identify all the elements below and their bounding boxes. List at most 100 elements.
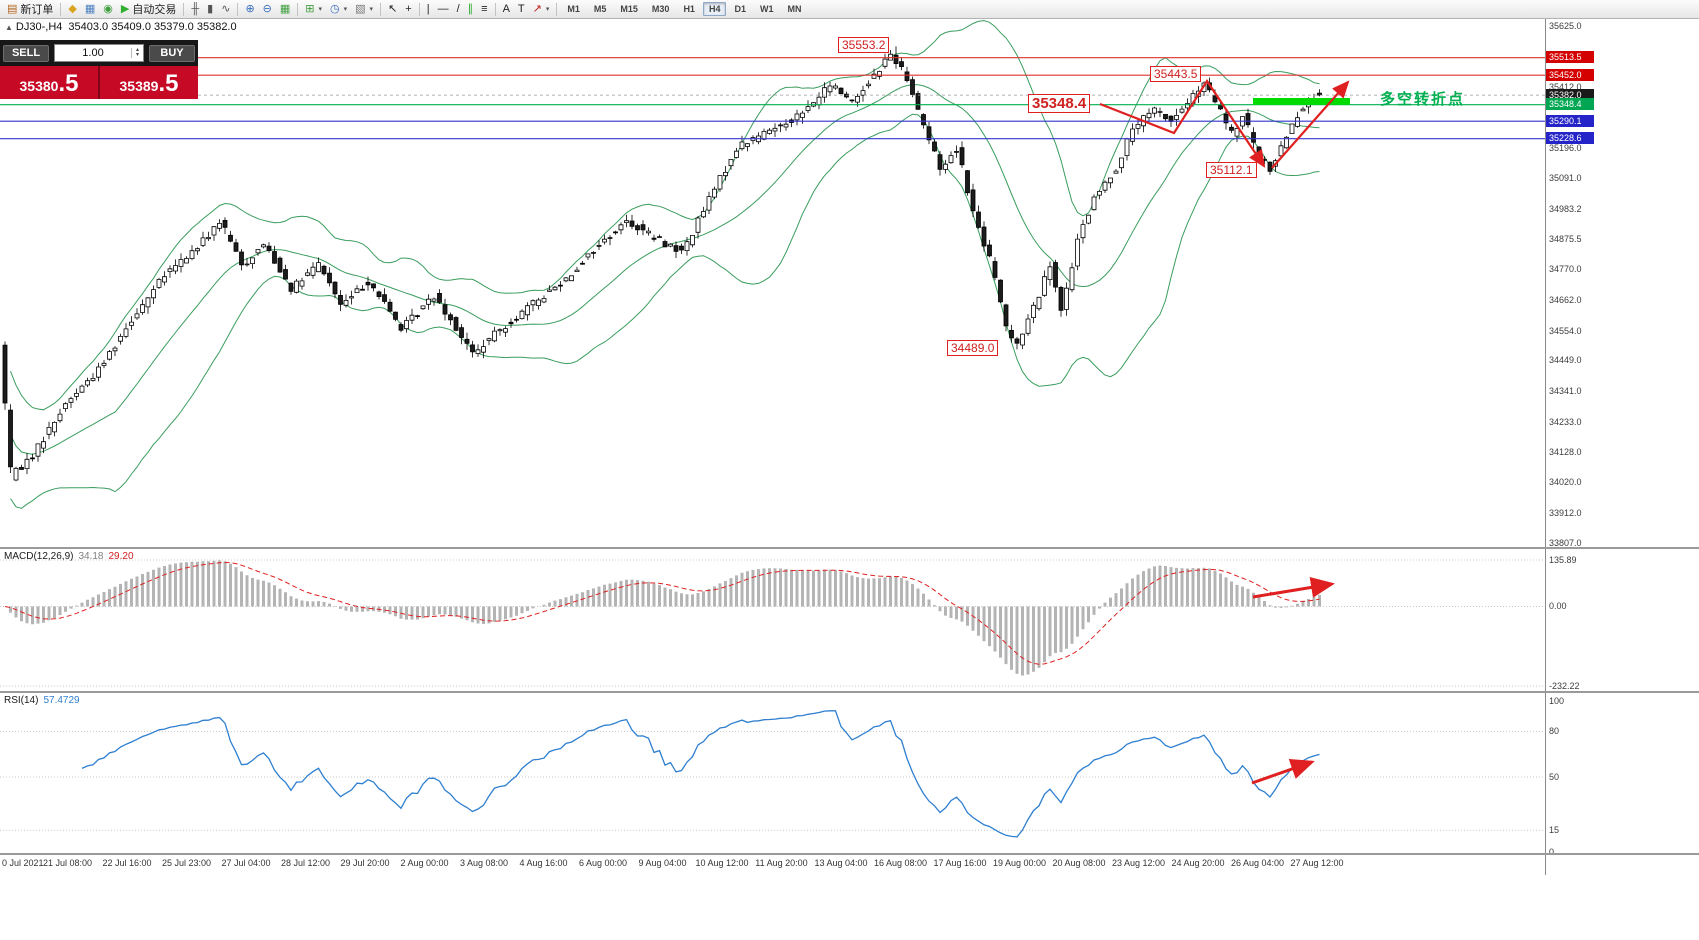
rsi-line (81, 710, 1320, 838)
sell-price-main: 35380 (19, 78, 59, 94)
price-annotation[interactable]: 35553.2 (838, 37, 890, 53)
templates-button[interactable]: ▧ ▾ (351, 1, 377, 17)
timeframe-button-mn[interactable]: MN (787, 4, 802, 14)
dropdown-caret-icon[interactable]: ▾ (369, 6, 374, 13)
line-chart-button[interactable]: ∿ (217, 1, 234, 17)
rsi-axis-label: 100 (1549, 696, 1565, 706)
bull-candles (13, 53, 1317, 481)
price-axis-label: 34233.0 (1549, 416, 1582, 427)
price-annotation[interactable]: 35348.4 (1028, 94, 1091, 113)
dropdown-caret-icon[interactable]: ▾ (318, 6, 323, 13)
indicators-button[interactable]: ⊞ ▾ (301, 1, 326, 17)
sell-button[interactable]: SELL (3, 44, 49, 62)
time-axis-label: 27 Jul 04:00 (221, 858, 271, 868)
macd-label: MACD(12,26,9) 34.18 29.20 (4, 551, 134, 562)
market-watch-icon: ▦ (84, 3, 96, 15)
time-axis-label: 16 Aug 08:00 (873, 858, 928, 868)
spin-down-icon[interactable]: ▾ (135, 52, 139, 58)
vertical-line-button[interactable]: | (423, 1, 434, 17)
horizontal-line-button[interactable]: — (434, 1, 453, 17)
ohlc-values: 35403.0 35409.0 35379.0 35382.0 (68, 21, 237, 33)
timeframe-button-h1[interactable]: H1 (683, 4, 695, 14)
cursor-button[interactable]: ↖ (384, 1, 401, 17)
auto-trading-button[interactable]: ▶ 自动交易 (117, 1, 180, 17)
text-icon: A (502, 3, 510, 15)
dropdown-caret-icon[interactable]: ▾ (343, 6, 348, 13)
indicators-icon: ⊞ (305, 3, 315, 15)
spin-up-icon[interactable]: ▴ (135, 47, 139, 53)
timeframe-button-m15[interactable]: M15 (620, 4, 638, 14)
favorites-button[interactable]: ◆ (64, 1, 80, 17)
macd-signal-value: 29.20 (108, 551, 134, 562)
price-annotation[interactable]: 35112.1 (1206, 162, 1257, 178)
toolbar-separator (237, 2, 239, 16)
text-button[interactable]: A (499, 1, 514, 17)
zoom-out-button[interactable]: ⊖ (259, 1, 276, 17)
arrows-button[interactable]: ↗ ▾ (529, 1, 554, 17)
price-axis-label: 33807.0 (1549, 538, 1582, 549)
price-axis-label: 35196.0 (1549, 143, 1582, 153)
support-zone-bar[interactable] (1253, 98, 1350, 105)
panel-splitter[interactable] (0, 691, 1699, 693)
macd-histogram (9, 560, 1321, 676)
trend-arrow[interactable] (1099, 78, 1266, 168)
price-axis-label: 34341.0 (1549, 386, 1582, 397)
timeframe-button-m30[interactable]: M30 (651, 4, 670, 14)
new-order-button[interactable]: ▤ 新订单 (3, 1, 57, 17)
tile-windows-icon: ▦ (279, 3, 291, 15)
candlestick-chart-button[interactable]: ▮ (203, 1, 217, 17)
tile-windows-button[interactable]: ▦ (276, 1, 294, 17)
fibonacci-button[interactable]: ≡ (477, 1, 491, 17)
time-axis-label: 2 Aug 00:00 (400, 858, 449, 868)
timeframe-button-h4[interactable]: H4 (702, 2, 727, 16)
macd-panel-canvas[interactable] (0, 549, 1545, 691)
panel-splitter[interactable] (0, 547, 1699, 549)
price-annotation[interactable]: 34489.0 (947, 340, 999, 356)
note-text[interactable]: 多空转折点 (1380, 91, 1466, 108)
channel-button[interactable]: ∥ (464, 1, 478, 17)
buy-button[interactable]: BUY (149, 44, 195, 62)
trend-arrow[interactable] (1271, 80, 1350, 169)
rsi-panel-canvas[interactable] (0, 693, 1545, 853)
panel-splitter[interactable] (0, 853, 1699, 855)
price-annotation[interactable]: 35443.5 (1150, 66, 1202, 82)
macd-name: MACD(12,26,9) (4, 551, 74, 562)
sell-price[interactable]: 35380.5 (0, 66, 100, 99)
bar-chart-button[interactable]: ╫ (187, 1, 203, 17)
buy-price[interactable]: 35389.5 (100, 66, 198, 99)
dropdown-caret-icon[interactable]: ▾ (545, 6, 550, 13)
fibonacci-icon: ≡ (481, 3, 488, 15)
price-badge: 35513.5 (1546, 51, 1594, 64)
bollinger-band-line (10, 84, 1320, 455)
price-axis-label: 34875.5 (1549, 234, 1582, 245)
price-badge: 35290.1 (1546, 114, 1594, 127)
time-axis-label: 24 Aug 20:00 (1171, 858, 1225, 868)
market-watch-button[interactable]: ▦ (81, 1, 99, 17)
label-icon: T (517, 3, 525, 15)
volume-input[interactable]: 1.00 ▴ ▾ (54, 44, 144, 62)
time-axis-label: 3 Aug 08:00 (459, 858, 509, 868)
trendline-button[interactable]: / (453, 1, 464, 17)
label-button[interactable]: T (514, 1, 529, 17)
price-chart-svg (0, 20, 1545, 509)
crosshair-button[interactable]: + (401, 1, 415, 17)
trade-panel-prices: 35380.5 35389.5 (0, 66, 198, 99)
zoom-in-button[interactable]: ⊕ (241, 1, 258, 17)
periods-button[interactable]: ◷ ▾ (326, 1, 351, 17)
toolbar-separator (556, 2, 558, 16)
timeframe-button-m5[interactable]: M5 (593, 4, 607, 14)
volume-spinner[interactable]: ▴ ▾ (131, 47, 143, 58)
zoom-out-icon: ⊖ (262, 3, 272, 15)
price-chart-canvas[interactable] (0, 18, 1545, 547)
navigator-button[interactable]: ◉ (99, 1, 117, 17)
timeframe-button-w1[interactable]: W1 (759, 4, 774, 14)
time-axis-label: 26 Aug 04:00 (1230, 858, 1285, 868)
trend-arrow[interactable] (1251, 759, 1315, 785)
trade-panel-controls: SELL 1.00 ▴ ▾ BUY (0, 40, 198, 66)
price-axis-label: 34128.0 (1549, 446, 1582, 457)
timeframe-button-d1[interactable]: D1 (734, 4, 746, 14)
volume-value: 1.00 (82, 47, 104, 59)
trend-arrow[interactable] (1252, 577, 1335, 599)
time-axis-label: 29 Jul 20:00 (340, 858, 390, 868)
timeframe-button-m1[interactable]: M1 (567, 4, 580, 14)
